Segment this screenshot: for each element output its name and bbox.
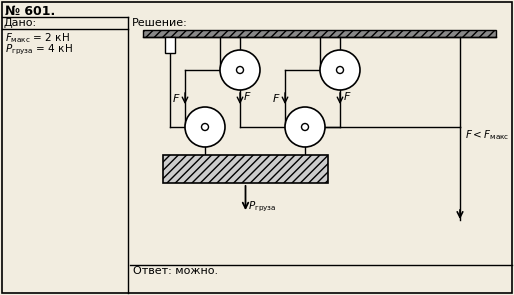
Text: Решение:: Решение: [132,18,188,28]
Bar [163,155,328,183]
Text: $P_{\mathsf{груза}}$: $P_{\mathsf{груза}}$ [248,200,277,214]
Text: Дано:: Дано: [4,18,37,28]
Bar [165,37,175,53]
Circle shape [320,50,360,90]
Text: $F < F_{\mathsf{макс}}$: $F < F_{\mathsf{макс}}$ [465,128,509,142]
Circle shape [337,66,343,73]
Text: $F$: $F$ [173,93,181,104]
Text: $F_{\mathsf{макс}}$ = 2 кН: $F_{\mathsf{макс}}$ = 2 кН [5,31,70,45]
Circle shape [220,50,260,90]
Text: $F$: $F$ [343,89,352,101]
Circle shape [302,124,308,130]
Text: $P_{\mathsf{груза}}$ = 4 кН: $P_{\mathsf{груза}}$ = 4 кН [5,43,73,58]
Circle shape [236,66,244,73]
Text: $F$: $F$ [243,89,251,101]
Text: Ответ: можно.: Ответ: можно. [133,266,218,276]
Circle shape [201,124,209,130]
Text: № 601.: № 601. [5,5,55,18]
Bar [143,30,496,37]
Circle shape [185,107,225,147]
Text: $F$: $F$ [272,93,281,104]
Circle shape [285,107,325,147]
